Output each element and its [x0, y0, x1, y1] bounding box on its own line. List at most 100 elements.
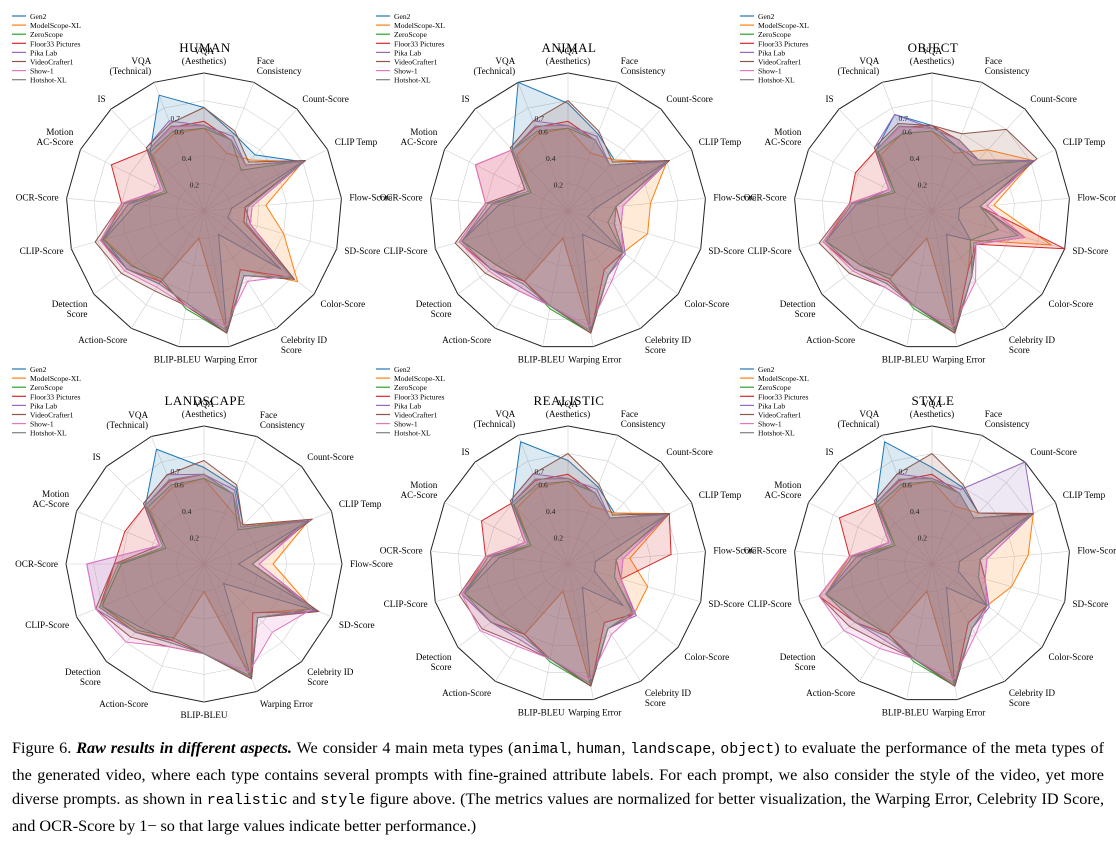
axis-label-sd-score: SD-Score: [1072, 599, 1108, 609]
axis-label-vqa-aesthetics: VQA (Aesthetics): [546, 399, 590, 419]
chart-title: REALISTIC: [534, 393, 605, 408]
axis-label-ocr-score: OCR-Score: [16, 193, 59, 203]
axis-label-line: BLIP-BLEU: [882, 355, 929, 365]
axis-label-line: Flow-Score: [1077, 193, 1116, 203]
axis-label-line: SD-Score: [344, 246, 380, 256]
axis-label-motion-ac-score: Motion AC-Score: [32, 489, 69, 509]
legend-label-zeroscope: ZeroScope: [394, 30, 428, 39]
grid-ring: [430, 425, 706, 701]
axis-label-clip-temp: CLIP Temp: [339, 499, 382, 509]
legend-label-modelscope-xl: ModelScope-XL: [30, 21, 81, 30]
grid-ring: [512, 508, 624, 619]
axis-label-line: OCR-Score: [15, 559, 58, 569]
axis-label-line: Count-Score: [1030, 447, 1076, 457]
axis-label-line: CLIP-Score: [25, 620, 69, 630]
axis-label-line: Motion: [774, 127, 801, 137]
axis-label-action-score: Action-Score: [442, 335, 491, 345]
legend-label-videocrafter1: VideoCrafter1: [758, 58, 802, 67]
axis-label-line: Count-Score: [302, 94, 348, 104]
grid-spoke: [106, 563, 205, 662]
axis-label-action-score: Action-Score: [78, 335, 127, 345]
grid-ring: [512, 155, 624, 266]
grid-ring: [148, 155, 260, 266]
legend-label-videocrafter1: VideoCrafter1: [30, 411, 74, 420]
axis-label-line: Face: [985, 409, 1002, 419]
grid-spoke: [567, 550, 706, 565]
grid-spoke: [93, 210, 205, 295]
radial-tick-label: 0.6: [902, 127, 912, 136]
grid-spoke: [495, 563, 569, 682]
grid-spoke: [567, 502, 692, 565]
axis-label-blip-bleu: BLIP-BLEU: [518, 355, 565, 365]
axis-label-line: Warping Error: [568, 355, 621, 365]
axis-label-line: VQA: [922, 46, 942, 56]
axis-label-blip-bleu: BLIP-BLEU: [154, 355, 201, 365]
axis-label-line: OCR-Score: [16, 193, 59, 203]
chart-title: LANDSCAPE: [164, 393, 245, 408]
axis-label-line: SD-Score: [1072, 246, 1108, 256]
legend-label-hotshot-xl: Hotshot-XL: [394, 429, 431, 438]
axis-label-flow-score: Flow-Score: [1077, 193, 1116, 203]
chart-title: HUMAN: [179, 40, 231, 55]
grid-spoke: [906, 210, 933, 347]
axis-label-line: SD-Score: [708, 246, 744, 256]
axis-label-line: BLIP-BLEU: [518, 708, 565, 718]
axis-label-line: CLIP-Score: [20, 246, 64, 256]
axis-label-line: Flow-Score: [1077, 546, 1116, 556]
axis-label-vqa-technical: VQA (Technical): [474, 409, 516, 429]
axis-label-line: (Aesthetics): [910, 409, 954, 419]
axis-label-clip-temp: CLIP Temp: [335, 137, 378, 147]
caption-sep-1: ,: [567, 739, 577, 757]
legend-label-floor33-pictures: Floor33 Pictures: [30, 392, 80, 401]
axis-label-line: (Aesthetics): [182, 56, 226, 66]
axis-label-detection-score: Detection Score: [780, 652, 816, 672]
axis-label-detection-score: Detection Score: [65, 667, 101, 687]
grid-spoke: [76, 563, 205, 618]
radial-tick-label: 0.6: [902, 480, 912, 489]
axis-label-line: Count-Score: [666, 94, 712, 104]
grid-ring: [876, 155, 988, 266]
grid-ring: [121, 127, 287, 293]
grid-spoke: [567, 563, 594, 700]
axis-label-sd-score: SD-Score: [708, 246, 744, 256]
radial-tick-label: 0.7: [899, 114, 909, 123]
series-area-hotshot-xl: [463, 477, 668, 684]
grid-ring: [794, 72, 1070, 348]
legend-label-modelscope-xl: ModelScope-XL: [394, 374, 445, 383]
legend-label-show-1: Show-1: [394, 67, 418, 76]
grid-ring: [794, 425, 1070, 701]
axis-label-line: Flow-Score: [713, 193, 756, 203]
grid-spoke: [931, 563, 958, 700]
legend-label-videocrafter1: VideoCrafter1: [394, 411, 438, 420]
radial-tick-label: 0.7: [171, 467, 181, 476]
axis-label-line: VQA: [495, 409, 515, 419]
radial-tick-label: 0.4: [546, 154, 556, 163]
radial-tick-label: 0.4: [182, 507, 192, 516]
axis-label-clip-temp: CLIP Temp: [699, 137, 742, 147]
axis-label-line: Score: [67, 309, 88, 319]
grid-spoke: [567, 197, 706, 212]
axis-label-clip-score: CLIP-Score: [25, 620, 69, 630]
axis-label-ocr-score: OCR-Score: [15, 559, 58, 569]
axis-label-line: AC-Score: [765, 490, 802, 500]
grid-spoke: [444, 149, 569, 212]
axis-label-celebrity-id-score: Celebrity ID Score: [307, 667, 354, 687]
legend-label-pika-lab: Pika Lab: [758, 401, 785, 410]
axis-label-clip-score: CLIP-Score: [384, 599, 428, 609]
axis-label-vqa-technical: VQA (Technical): [474, 56, 516, 76]
legend-label-gen2: Gen2: [758, 12, 775, 21]
axis-label-celebrity-id-score: Celebrity ID Score: [1009, 688, 1056, 708]
axis-label-is: IS: [461, 94, 469, 104]
grid-spoke: [794, 197, 933, 212]
axis-label-line: Celebrity ID: [307, 667, 354, 677]
axis-label-line: IS: [825, 447, 833, 457]
axis-label-vqa-aesthetics: VQA (Aesthetics): [910, 46, 954, 66]
grid-ring: [430, 72, 706, 348]
axis-label-line: Action-Score: [806, 335, 855, 345]
axis-label-line: Color-Score: [321, 299, 366, 309]
axis-label-line: (Technical): [474, 66, 516, 76]
axis-label-line: Warping Error: [260, 699, 313, 709]
grid-ring: [849, 480, 1015, 646]
axis-label-line: Action-Score: [442, 335, 491, 345]
legend-label-zeroscope: ZeroScope: [30, 30, 64, 39]
